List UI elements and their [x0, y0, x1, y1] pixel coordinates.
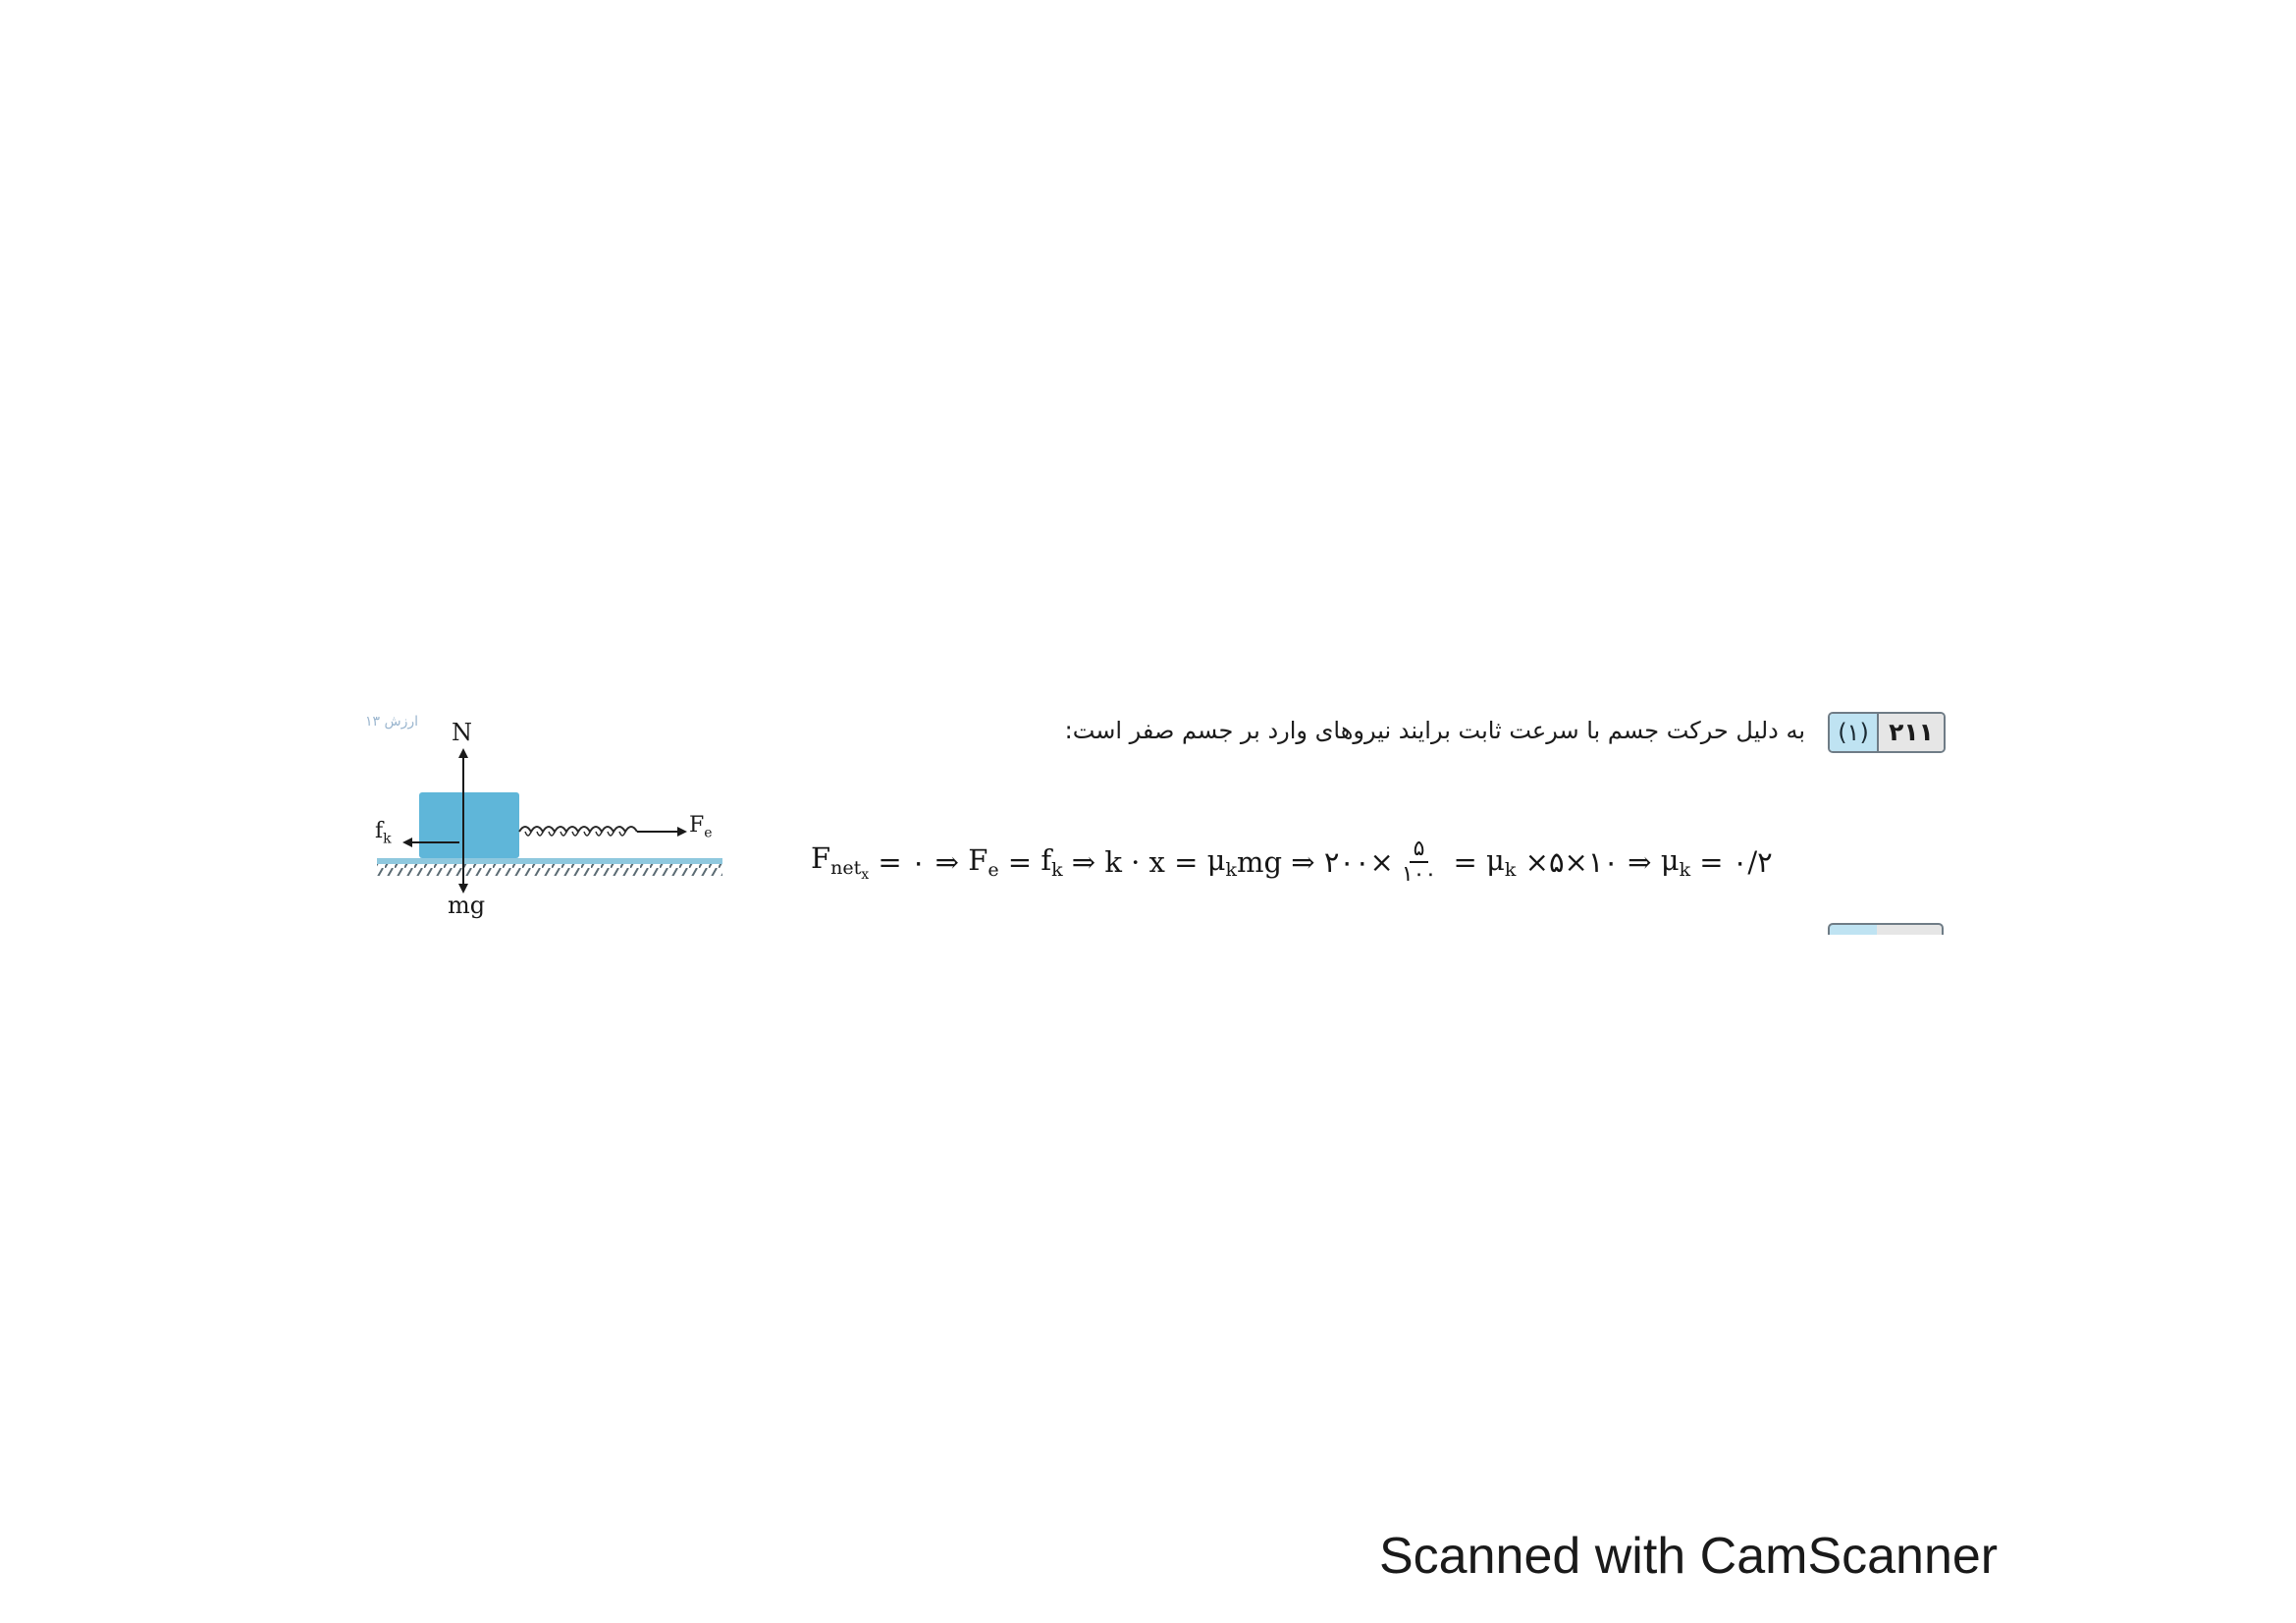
label-mg: mg [448, 892, 486, 919]
answer-badge: (۱) [1830, 714, 1879, 751]
question-badge: (۱) ۲۱۱ [1828, 712, 1946, 753]
ground-surface [377, 858, 722, 864]
eq-seg7: = ۰/۲ [1690, 845, 1773, 879]
eq-seg4: mg ⇒ ۲۰۰× [1237, 845, 1394, 879]
eq-seg5: = [1444, 845, 1487, 879]
eq-fnet: Fnetx [811, 841, 870, 883]
solution-equation: Fnetx = ۰ ⇒ Fe = fk ⇒ k · x = μk mg ⇒ ۲۰… [811, 833, 1773, 892]
scanner-watermark: Scanned with CamScanner [1379, 1528, 1999, 1585]
fe-arrowhead [677, 827, 687, 837]
next-question-badge [1828, 923, 1944, 935]
fk-arrowhead [402, 838, 412, 847]
label-fk: fk [375, 819, 392, 847]
eq-seg2: = [998, 845, 1041, 879]
eq-fe: Fe [968, 843, 999, 881]
block [419, 792, 519, 858]
spring-loops [524, 831, 626, 837]
mg-arrowhead [458, 884, 468, 893]
spring [518, 826, 638, 834]
fraction-numerator: ۵ [1409, 838, 1429, 863]
eq-seg3: ⇒ k · x = [1062, 845, 1207, 879]
label-n: N [452, 719, 472, 746]
eq-fk: fk [1041, 843, 1063, 881]
question-number: ۲۱۱ [1879, 714, 1944, 751]
ground-hatch [377, 864, 722, 876]
label-fe: Fe [689, 813, 713, 841]
eq-seg6: ×۵×۱۰ ⇒ [1516, 845, 1661, 879]
side-note: ارزش ۱۳ [365, 714, 418, 730]
question-text: به دلیل حرکت جسم با سرعت ثابت برایند نیر… [1064, 717, 1805, 744]
eq-seg1: = ۰ ⇒ [869, 845, 969, 879]
n-arrowhead [458, 748, 468, 758]
eq-mu2: μk [1486, 843, 1517, 881]
fraction-denominator: ۱۰۰ [1401, 862, 1437, 887]
eq-fraction: ۵ ۱۰۰ [1398, 838, 1440, 887]
force-diagram: N mg fk Fe [365, 717, 738, 933]
eq-mu1: μk [1206, 843, 1238, 881]
eq-mu3: μk [1660, 843, 1691, 881]
diagram-svg [377, 748, 722, 893]
